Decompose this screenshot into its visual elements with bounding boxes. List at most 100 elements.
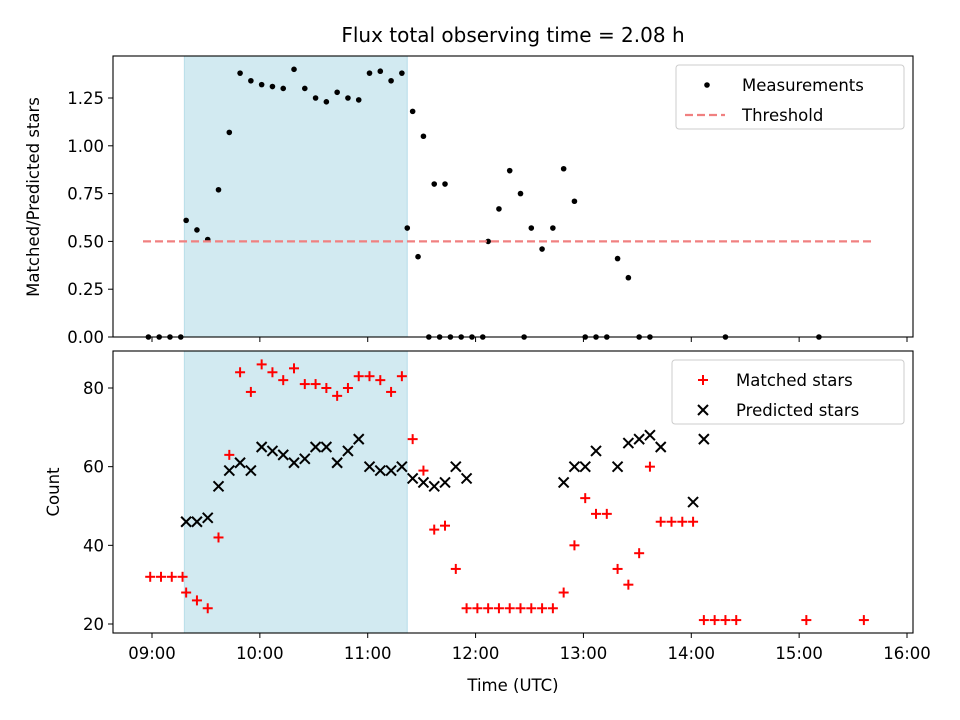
x-tick-label: 09:00 bbox=[128, 644, 176, 663]
data-point bbox=[485, 238, 491, 245]
data-point bbox=[644, 429, 656, 441]
marker-stroke bbox=[180, 516, 192, 528]
data-point bbox=[255, 441, 268, 453]
y-tick-label: 0.75 bbox=[67, 185, 104, 204]
marker-stroke bbox=[687, 496, 699, 508]
data-point bbox=[623, 579, 634, 590]
marker-stroke bbox=[428, 480, 440, 493]
marker-stroke bbox=[655, 441, 667, 453]
data-point bbox=[731, 615, 742, 626]
data-point bbox=[234, 457, 246, 469]
x-tick-label: 13:00 bbox=[560, 644, 608, 663]
data-point bbox=[417, 476, 430, 489]
y-tick-label: 0.50 bbox=[67, 232, 104, 251]
data-point bbox=[579, 460, 591, 473]
legend-label: Predicted stars bbox=[736, 401, 859, 420]
data-point bbox=[386, 386, 397, 397]
data-point bbox=[612, 563, 623, 574]
y-tick-label: 40 bbox=[83, 536, 104, 555]
data-point bbox=[183, 217, 189, 224]
data-point bbox=[145, 571, 156, 582]
data-point bbox=[269, 83, 276, 90]
data-point bbox=[288, 457, 300, 469]
x-tick-label: 16:00 bbox=[883, 644, 931, 663]
y-tick-label: 80 bbox=[83, 379, 104, 398]
data-point bbox=[591, 508, 602, 519]
shaded-region bbox=[183, 350, 408, 634]
data-point bbox=[461, 603, 472, 614]
data-point bbox=[277, 449, 289, 461]
marker-stroke bbox=[385, 464, 397, 477]
data-point bbox=[460, 472, 473, 485]
x-tick-label: 14:00 bbox=[668, 644, 716, 663]
marker-stroke bbox=[299, 453, 311, 465]
data-point bbox=[634, 548, 645, 559]
y-tick-label: 0.00 bbox=[67, 328, 104, 347]
data-point bbox=[280, 85, 287, 92]
data-point bbox=[202, 512, 214, 524]
data-point bbox=[353, 433, 365, 445]
axes-frame bbox=[112, 55, 914, 338]
data-point bbox=[506, 167, 513, 174]
data-point bbox=[191, 516, 203, 528]
shaded-region bbox=[183, 55, 408, 338]
data-point bbox=[226, 129, 233, 136]
chart-title: Flux total observing time = 2.08 h bbox=[341, 23, 684, 47]
data-point bbox=[291, 66, 297, 73]
data-point bbox=[377, 68, 384, 75]
data-point bbox=[614, 255, 621, 262]
data-point bbox=[396, 371, 407, 382]
legend-box bbox=[675, 64, 905, 130]
marker-stroke bbox=[633, 433, 645, 445]
data-point bbox=[633, 433, 645, 445]
legend-marker bbox=[697, 404, 709, 416]
data-point bbox=[698, 615, 709, 626]
x-tick-label: 11:00 bbox=[344, 644, 392, 663]
data-point bbox=[580, 493, 591, 504]
axes-frame bbox=[112, 350, 914, 634]
y-tick-label: 0.25 bbox=[67, 280, 104, 299]
marker-stroke bbox=[245, 464, 257, 477]
data-point bbox=[278, 375, 289, 386]
data-point bbox=[355, 97, 362, 103]
data-point bbox=[858, 615, 869, 626]
marker-stroke bbox=[266, 445, 279, 457]
y-tick-label: 60 bbox=[83, 458, 104, 477]
data-point bbox=[504, 603, 515, 614]
marker-stroke bbox=[363, 460, 376, 473]
marker-stroke bbox=[309, 441, 322, 453]
data-point bbox=[442, 181, 448, 187]
marker-stroke bbox=[277, 449, 289, 461]
marker-stroke bbox=[611, 460, 624, 473]
legend-label: Measurements bbox=[742, 76, 864, 95]
data-point bbox=[537, 603, 548, 614]
marker-stroke bbox=[568, 460, 581, 473]
data-point bbox=[363, 460, 376, 473]
marker-stroke bbox=[374, 464, 387, 477]
data-point bbox=[166, 571, 177, 582]
marker-stroke bbox=[622, 437, 635, 449]
marker-stroke bbox=[320, 441, 333, 453]
data-point bbox=[353, 371, 364, 382]
data-point bbox=[331, 457, 343, 469]
marker-stroke bbox=[191, 516, 203, 528]
data-point bbox=[323, 99, 330, 105]
data-point bbox=[321, 383, 332, 393]
data-point bbox=[299, 379, 310, 390]
data-point bbox=[404, 225, 411, 231]
y-tick-label: 1.25 bbox=[67, 89, 104, 108]
data-point bbox=[429, 524, 440, 535]
marker-stroke bbox=[644, 429, 656, 441]
data-point bbox=[248, 77, 254, 84]
data-point bbox=[644, 461, 655, 472]
data-point bbox=[493, 603, 504, 614]
data-point bbox=[267, 367, 278, 378]
marker-stroke bbox=[202, 512, 214, 524]
data-point bbox=[428, 480, 440, 493]
data-point bbox=[557, 476, 570, 489]
data-point bbox=[550, 225, 556, 231]
marker-stroke bbox=[331, 457, 343, 469]
data-point bbox=[439, 476, 451, 489]
data-point bbox=[345, 95, 351, 101]
marker-stroke bbox=[406, 472, 419, 485]
